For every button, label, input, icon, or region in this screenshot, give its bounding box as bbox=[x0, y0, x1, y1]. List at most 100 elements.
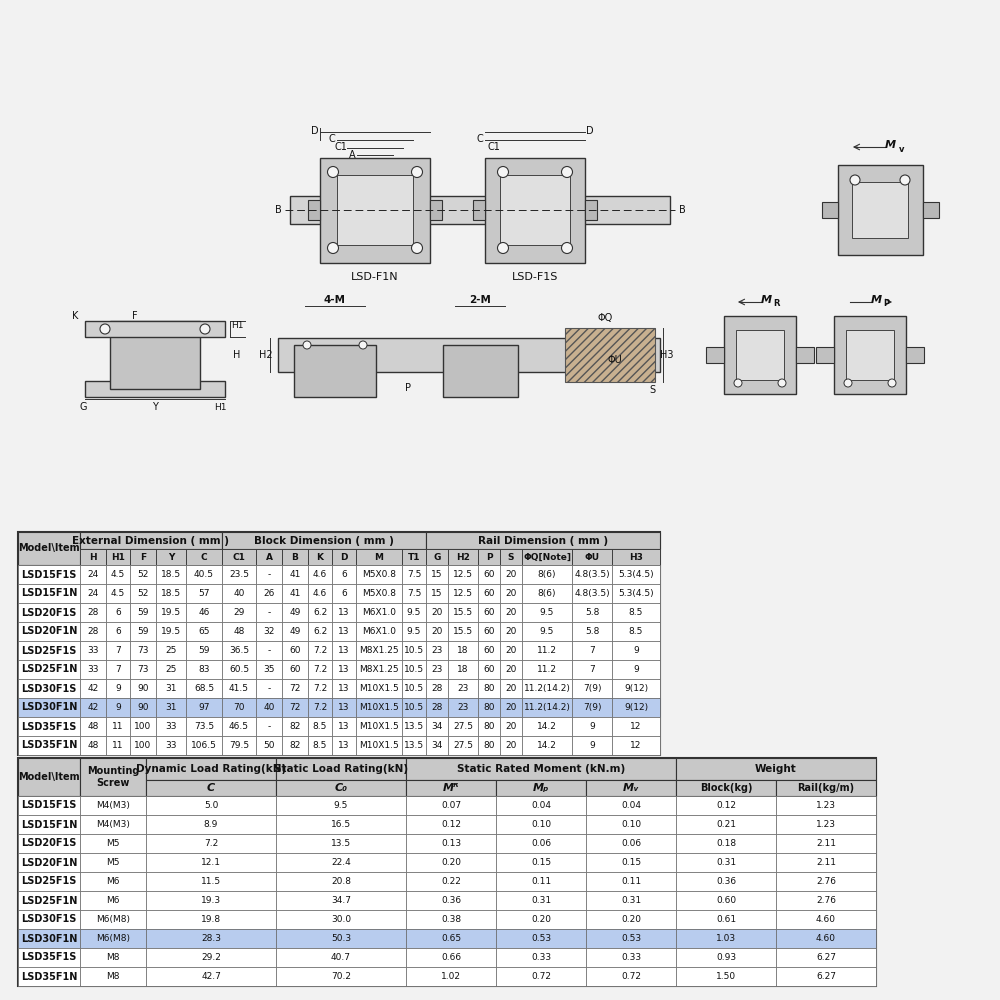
Text: Mounting
Screw: Mounting Screw bbox=[87, 766, 139, 788]
Bar bbox=[496, 796, 586, 815]
Bar bbox=[308, 717, 332, 736]
Bar bbox=[18, 532, 80, 565]
Text: 40: 40 bbox=[233, 589, 245, 598]
Bar bbox=[473, 200, 485, 220]
Text: 6: 6 bbox=[341, 589, 347, 598]
Text: 60: 60 bbox=[483, 589, 495, 598]
Bar bbox=[85, 321, 225, 337]
Bar bbox=[290, 196, 670, 224]
Bar bbox=[838, 165, 922, 255]
Text: Mᵥ: Mᵥ bbox=[623, 783, 639, 793]
Bar bbox=[156, 565, 186, 584]
Bar bbox=[130, 717, 156, 736]
Text: Mₚ: Mₚ bbox=[533, 783, 549, 793]
Bar bbox=[500, 717, 522, 736]
Text: 23: 23 bbox=[431, 665, 443, 674]
Bar bbox=[106, 565, 130, 584]
Bar bbox=[256, 565, 282, 584]
Text: 10.5: 10.5 bbox=[404, 684, 424, 693]
Bar bbox=[332, 736, 356, 755]
Text: 7.5: 7.5 bbox=[407, 589, 421, 598]
Bar bbox=[612, 679, 660, 698]
Bar bbox=[186, 641, 222, 660]
Bar bbox=[18, 532, 660, 755]
Bar bbox=[724, 316, 796, 394]
Text: 0.07: 0.07 bbox=[441, 801, 461, 810]
Text: 13: 13 bbox=[338, 722, 350, 731]
Bar bbox=[80, 929, 146, 948]
Text: P: P bbox=[486, 552, 492, 562]
Bar bbox=[146, 853, 276, 872]
Bar bbox=[586, 967, 676, 986]
Text: 14.2: 14.2 bbox=[537, 741, 557, 750]
Bar bbox=[500, 736, 522, 755]
Bar bbox=[676, 948, 776, 967]
Text: 12: 12 bbox=[630, 722, 642, 731]
Text: 59: 59 bbox=[198, 646, 210, 655]
Text: 7.2: 7.2 bbox=[313, 665, 327, 674]
Text: H3: H3 bbox=[629, 552, 643, 562]
Bar bbox=[776, 815, 876, 834]
Bar bbox=[332, 565, 356, 584]
Text: C: C bbox=[477, 134, 483, 144]
Circle shape bbox=[303, 341, 311, 349]
Text: 13.5: 13.5 bbox=[404, 741, 424, 750]
Text: 0.11: 0.11 bbox=[621, 877, 641, 886]
Bar bbox=[80, 603, 106, 622]
Bar bbox=[308, 622, 332, 641]
Text: 31: 31 bbox=[165, 684, 177, 693]
Text: 97: 97 bbox=[198, 703, 210, 712]
Bar bbox=[676, 891, 776, 910]
Text: K: K bbox=[72, 311, 78, 321]
Bar bbox=[500, 565, 522, 584]
Bar bbox=[402, 641, 426, 660]
Bar bbox=[356, 603, 402, 622]
Bar bbox=[332, 698, 356, 717]
Text: 0.36: 0.36 bbox=[441, 896, 461, 905]
Text: T1: T1 bbox=[408, 552, 420, 562]
Text: 20: 20 bbox=[505, 665, 517, 674]
Bar bbox=[585, 200, 597, 220]
Bar bbox=[586, 929, 676, 948]
Text: 20: 20 bbox=[505, 741, 517, 750]
Bar bbox=[496, 948, 586, 967]
Bar bbox=[572, 603, 612, 622]
Bar bbox=[676, 758, 876, 780]
Bar bbox=[80, 948, 146, 967]
Text: 13: 13 bbox=[338, 703, 350, 712]
Text: 1.23: 1.23 bbox=[816, 801, 836, 810]
Bar bbox=[18, 622, 80, 641]
Bar bbox=[676, 967, 776, 986]
Text: G: G bbox=[433, 552, 441, 562]
Text: 23: 23 bbox=[431, 646, 443, 655]
Bar bbox=[18, 967, 80, 986]
Bar bbox=[776, 872, 876, 891]
Bar bbox=[478, 565, 500, 584]
Text: 33: 33 bbox=[165, 741, 177, 750]
Bar bbox=[222, 717, 256, 736]
Text: 0.22: 0.22 bbox=[441, 877, 461, 886]
Text: 20: 20 bbox=[505, 646, 517, 655]
Text: 41: 41 bbox=[289, 570, 301, 579]
Text: 41: 41 bbox=[289, 589, 301, 598]
Bar bbox=[256, 660, 282, 679]
Text: 7.5: 7.5 bbox=[407, 570, 421, 579]
Text: 18.5: 18.5 bbox=[161, 589, 181, 598]
Text: 26: 26 bbox=[263, 589, 275, 598]
Bar bbox=[572, 679, 612, 698]
Bar bbox=[186, 736, 222, 755]
Bar bbox=[496, 891, 586, 910]
Bar bbox=[156, 641, 186, 660]
Text: 14.2: 14.2 bbox=[537, 722, 557, 731]
Text: LSD15F1S: LSD15F1S bbox=[21, 800, 77, 810]
Text: H1: H1 bbox=[231, 320, 243, 330]
Bar bbox=[106, 679, 130, 698]
Bar bbox=[426, 660, 448, 679]
Bar bbox=[18, 736, 80, 755]
Bar bbox=[496, 872, 586, 891]
Text: 0.66: 0.66 bbox=[441, 953, 461, 962]
Text: Dynamic Load Rating(kN): Dynamic Load Rating(kN) bbox=[136, 764, 286, 774]
Bar bbox=[522, 679, 572, 698]
Text: 19.3: 19.3 bbox=[201, 896, 221, 905]
Text: 20: 20 bbox=[505, 570, 517, 579]
